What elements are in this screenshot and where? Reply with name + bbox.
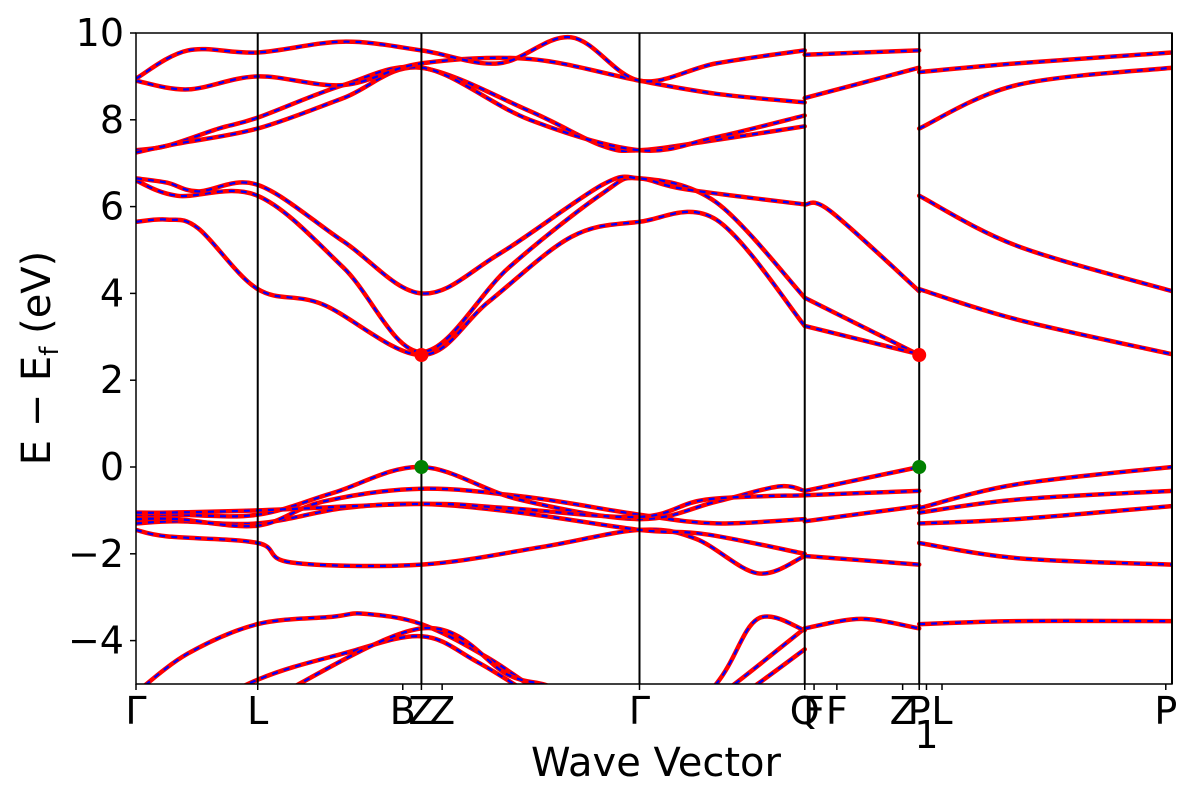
y-tick-label: 0 [100,445,124,489]
band-edge-markers [414,348,927,474]
band-26 [916,540,1172,567]
band-11-overlay [136,175,805,295]
x-tick-label: F [826,689,848,733]
band-21-overlay [804,296,920,356]
band-2 [143,611,807,684]
vbm-marker [912,460,927,474]
band-17 [802,553,922,567]
y-axis-title-main: E − E [14,356,60,466]
y-tick-label: 8 [100,98,124,142]
cbm-marker [912,348,927,363]
band-11 [136,174,807,296]
band-29 [916,464,1172,511]
high-symmetry-lines [256,33,1173,684]
x-tick-label: Z [429,689,455,733]
y-tick-label: 2 [100,358,124,402]
x-tick-label: Γ [629,689,650,733]
x-tick-label: L [247,689,268,733]
band-1-overlay [245,635,806,684]
x-tick-label: P [1154,689,1177,733]
band-15 [136,35,807,84]
band-7-overlay [136,465,805,521]
band-33-overlay [918,66,1172,130]
band-33 [916,65,1172,131]
y-axis-title-unit: (eV) [14,251,60,347]
band-16-overlay [804,617,920,630]
band-22-overlay [804,324,920,356]
band-10 [136,175,807,355]
x-tick-label: Z [890,689,916,733]
band-20 [802,488,922,498]
band-19-overlay [804,465,920,492]
band-13 [136,65,807,155]
band-27-overlay [919,505,1172,525]
band-3-overlay [296,615,806,684]
band-15-overlay [136,36,805,83]
band-32 [916,193,1172,294]
band-23-overlay [804,201,920,293]
x-tick-label: Γ [125,689,146,733]
band-4-overlay [136,528,806,575]
band-24-overlay [804,66,920,100]
band-2-overlay [144,612,806,684]
y-tick-label: 6 [100,185,124,229]
band-32-overlay [918,194,1172,293]
band-26-overlay [919,541,1172,566]
band-9 [136,209,807,358]
y-tick-label: 10 [76,11,124,55]
x-tick-label: Z [408,689,434,733]
band-1 [242,633,807,684]
y-axis-title: E − Ef (eV) [14,251,65,466]
bands-layer [136,35,1172,684]
band-10-overlay [136,176,806,354]
y-tick-label: 4 [100,271,124,315]
band-6-overlay [136,487,805,528]
x-axis-title: Wave Vector [531,740,782,786]
band-14-overlay [136,56,805,104]
band-8 [136,492,807,520]
x-tick-label: P [908,689,931,733]
band-23 [802,200,922,294]
band-31-overlay [918,288,1172,356]
band-18 [802,503,922,524]
band-29-overlay [918,465,1172,510]
band-9-overlay [136,210,806,357]
band-34-overlay [919,51,1172,74]
y-axis-ticks: −4 −2 0 2 4 6 8 10 [68,11,136,663]
x-tick-label: 1 [914,713,938,757]
cbm-marker [414,348,429,363]
band-28-overlay [919,489,1172,514]
x-tick-label: B [390,689,416,733]
x-tick-label: F [803,689,825,733]
plot-frame [135,32,1173,685]
vbm-marker [414,460,429,474]
y-axis-title-subscript: f [35,346,65,356]
x-tick-label: Q [790,689,820,733]
x-tick-label: L [931,689,952,733]
y-tick-label: −4 [68,619,124,663]
band-31 [916,286,1172,357]
y-tick-label: −2 [68,532,124,576]
band-30-overlay [919,619,1172,626]
band-25 [802,48,922,57]
